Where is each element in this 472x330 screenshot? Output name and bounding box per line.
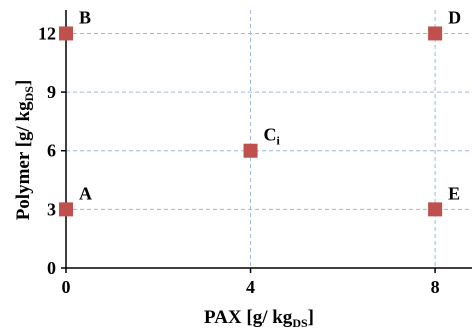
y-tick-labels: 0 3 6 9 12 — [38, 23, 56, 278]
point-c-marker — [243, 143, 258, 158]
y-axis-title-main: Polymer [g/ kg — [13, 101, 34, 220]
x-tick-label: 0 — [62, 277, 71, 297]
x-axis-title-main: PAX [g/ kg — [204, 307, 293, 328]
point-e-label: E — [448, 183, 460, 203]
y-tick-label: 3 — [47, 199, 56, 219]
point-a-label: A — [79, 183, 92, 203]
point-a-marker — [59, 202, 73, 217]
point-b-label: B — [79, 7, 91, 27]
point-d-marker — [428, 26, 443, 41]
x-axis-title-end: ] — [308, 307, 314, 328]
grid-layer — [66, 10, 472, 268]
y-tick-label: 6 — [47, 141, 56, 161]
x-tick-label: 8 — [431, 277, 440, 297]
point-e-marker — [428, 202, 443, 217]
point-d-label: D — [448, 7, 461, 27]
x-tick-label: 4 — [246, 277, 255, 297]
x-tick-labels: 0 4 8 — [62, 277, 440, 297]
y-axis-title-subscript: DS — [22, 86, 36, 102]
y-tick-label: 12 — [38, 23, 56, 43]
x-axis-title-subscript: DS — [292, 316, 308, 330]
y-axis-title: Polymer [g/ kgDS] — [13, 80, 36, 221]
y-axis-title-end: ] — [13, 80, 34, 86]
point-c-label: Ci — [264, 125, 281, 148]
y-tick-label: 0 — [47, 258, 56, 278]
point-b-marker — [59, 26, 73, 41]
y-tick-label: 9 — [47, 82, 56, 102]
point-labels: A B Ci D E — [79, 7, 461, 203]
data-points — [59, 26, 443, 217]
x-axis-title: PAX [g/ kgDS] — [204, 307, 314, 330]
